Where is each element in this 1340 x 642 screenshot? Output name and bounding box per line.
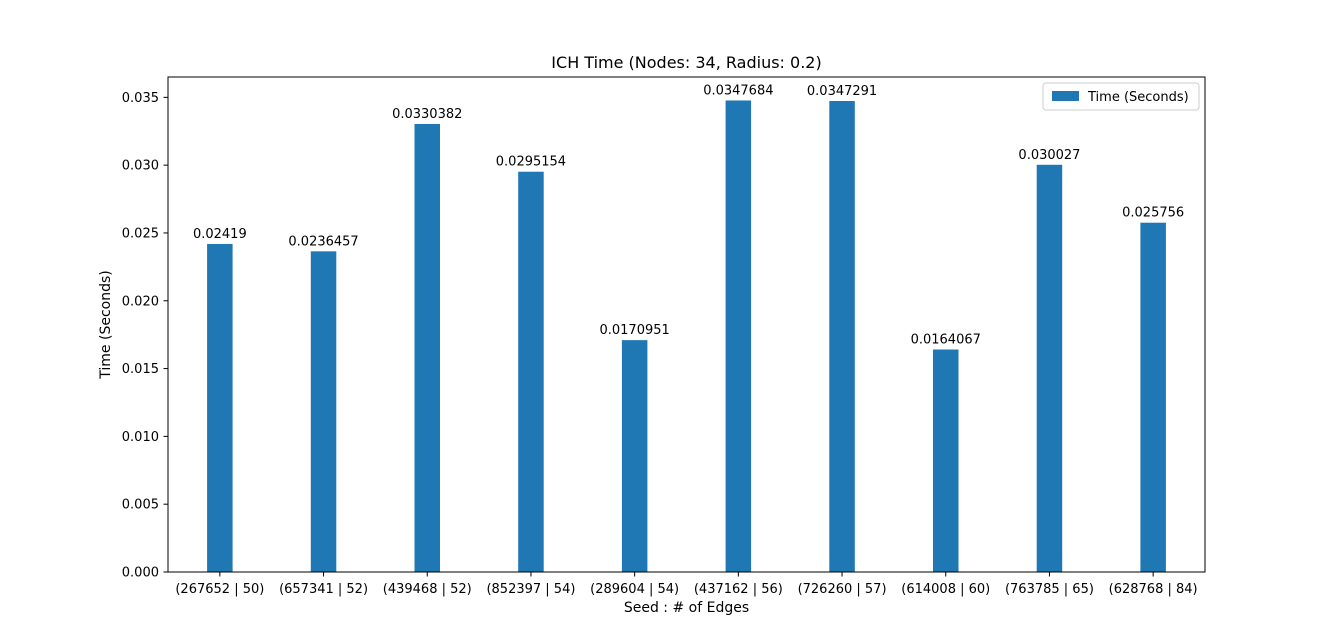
y-axis-label: Time (Seconds) — [98, 270, 114, 379]
x-tick-label: (657341 | 52) — [279, 582, 368, 597]
bar-value-label: 0.030027 — [1018, 148, 1080, 163]
x-tick-label: (628768 | 84) — [1109, 582, 1198, 597]
bar — [621, 340, 648, 572]
x-tick-label: (437162 | 56) — [694, 582, 783, 597]
bar — [414, 123, 440, 573]
legend: Time (Seconds) — [1042, 82, 1200, 111]
y-tick-label: 0.000 — [122, 566, 159, 581]
bar-value-label: 0.0170951 — [599, 323, 669, 338]
x-tick-label: (852397 | 54) — [486, 582, 575, 597]
bar-value-label: 0.0330382 — [392, 107, 462, 122]
bar — [933, 349, 959, 572]
bar — [310, 251, 337, 572]
y-tick-label: 0.020 — [122, 294, 159, 309]
y-tick-label: 0.025 — [122, 226, 159, 241]
bar — [518, 171, 544, 572]
y-tick-label: 0.035 — [122, 91, 159, 106]
y-tick-label: 0.015 — [122, 362, 159, 377]
legend-swatch — [1052, 91, 1079, 101]
x-axis-label: Seed : # of Edges — [624, 600, 749, 616]
bar-value-label: 0.0347684 — [703, 83, 773, 98]
bar-value-label: 0.0295154 — [496, 155, 566, 170]
y-tick-label: 0.030 — [122, 159, 159, 174]
x-tick-label: (726260 | 57) — [798, 582, 887, 597]
legend-box — [1042, 82, 1200, 111]
x-tick-label: (614008 | 60) — [901, 582, 990, 597]
bar-value-label: 0.0236457 — [288, 234, 358, 249]
chart-title: ICH Time (Nodes: 34, Radius: 0.2) — [551, 53, 821, 72]
x-tick-label: (439468 | 52) — [383, 582, 472, 597]
bar — [829, 101, 855, 573]
bar — [1140, 222, 1166, 572]
plot-area: 0.000 0.005 0.010 0.015 0.020 0.025 0.030 0.035… — [122, 76, 1206, 597]
legend-label: Time (Seconds) — [1087, 90, 1189, 105]
bar — [725, 100, 752, 573]
axes-frame — [167, 76, 1206, 573]
x-tick-label: (289604 | 54) — [590, 582, 679, 597]
y-tick-label: 0.010 — [122, 430, 159, 445]
y-tick-label: 0.005 — [122, 498, 159, 513]
bar-value-label: 0.025756 — [1122, 206, 1184, 221]
bar — [1036, 164, 1063, 572]
bar-value-label: 0.0347291 — [807, 84, 877, 99]
bar-value-label: 0.02419 — [193, 227, 247, 242]
bar-value-label: 0.0164067 — [911, 332, 981, 347]
x-tick-label: (267652 | 50) — [175, 582, 264, 597]
x-tick-label: (763785 | 65) — [1005, 582, 1094, 597]
bar — [207, 243, 233, 572]
